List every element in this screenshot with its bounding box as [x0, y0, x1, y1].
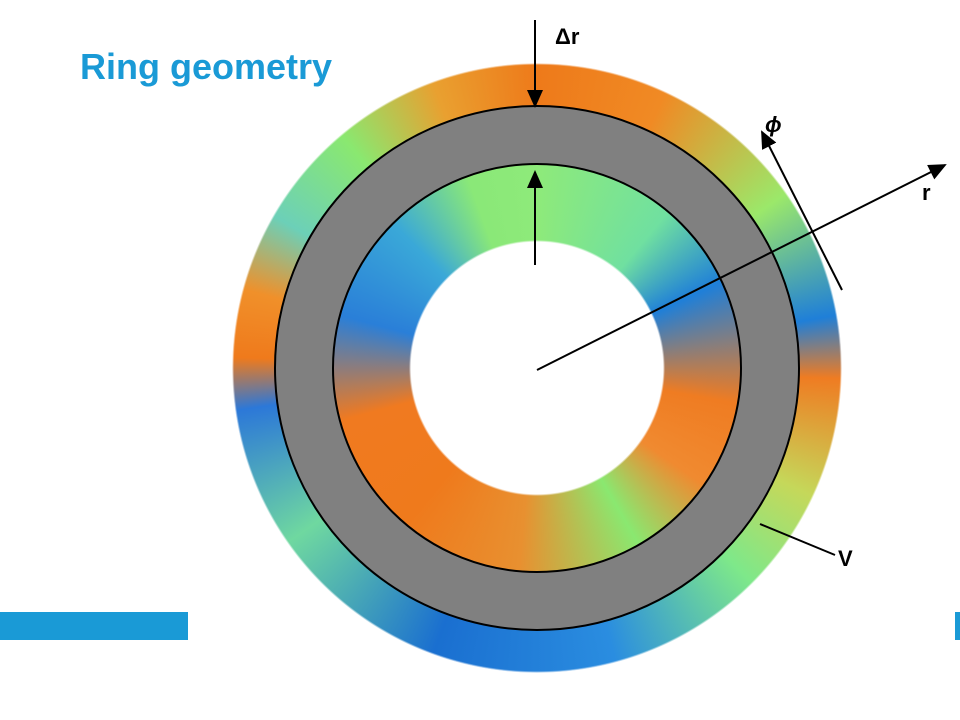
label: Δr — [555, 24, 580, 49]
arrow — [536, 164, 947, 371]
ring-edge — [332, 163, 742, 573]
arrow — [761, 130, 843, 291]
label: V — [838, 546, 853, 571]
label: r — [922, 180, 931, 205]
inner-particle-ring — [332, 163, 742, 573]
gray-ring — [275, 106, 799, 630]
label: ϕ — [765, 112, 782, 137]
pointer — [759, 523, 836, 556]
slide-title: Ring geometry — [80, 46, 333, 87]
accent-bar — [0, 612, 188, 640]
accent-bar — [955, 612, 960, 640]
